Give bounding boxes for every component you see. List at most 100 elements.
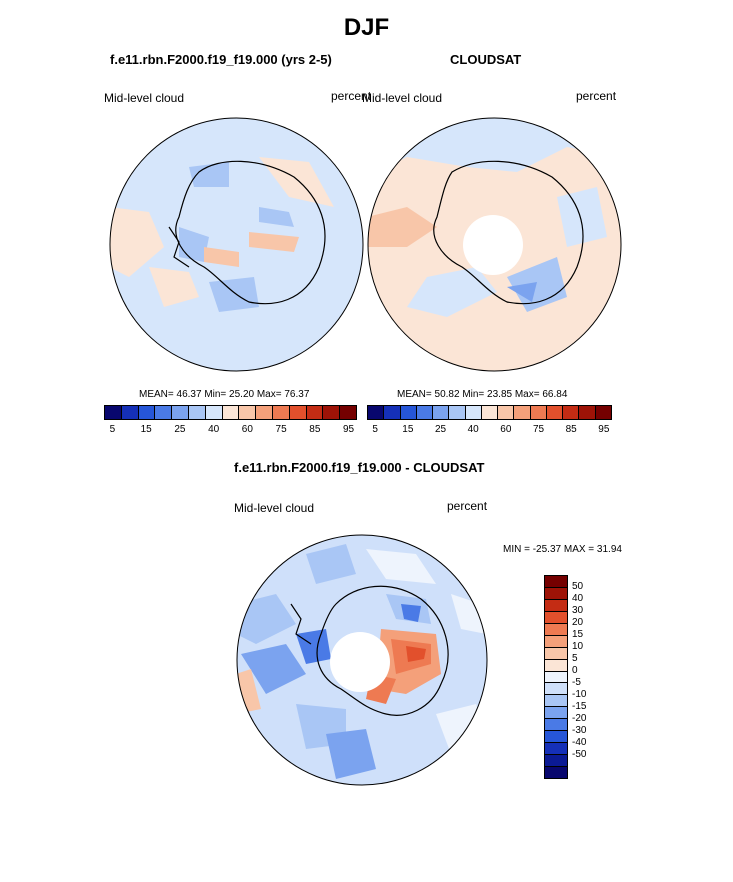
- colorbar-swatch: [105, 406, 122, 419]
- colorbar-swatch: [384, 406, 401, 419]
- diff-colorbar-ticks: 50 40 30 20 15 10 5 0 -5 -10 -15 -20 -30 -40 -50: [572, 575, 612, 779]
- colorbar-tick-label: 60: [241, 424, 253, 435]
- colorbar-tick-label: 30: [572, 605, 584, 616]
- colorbar-tick-label: 10: [572, 641, 584, 652]
- colorbar-tick-label: 50: [572, 581, 584, 592]
- colorbar-tick-label: -50: [572, 749, 587, 760]
- colorbar-tick-label: 75: [532, 424, 545, 435]
- diff-stats: MIN = -25.37 MAX = 31.94: [503, 544, 622, 555]
- colorbar-tick-label: 75: [275, 424, 287, 435]
- colorbar-tick-label: -40: [572, 737, 587, 748]
- colorbar-tick-label: 40: [467, 424, 479, 435]
- colorbar-swatch: [545, 587, 567, 600]
- panel1-polar-map: [109, 117, 364, 372]
- colorbar-swatch: [481, 406, 499, 419]
- colorbar-tick-label: 40: [572, 593, 584, 604]
- colorbar-swatch: [545, 743, 567, 756]
- colorbar-tick-label: 60: [500, 424, 512, 435]
- colorbar-tick-label: -5: [572, 677, 581, 688]
- colorbar-swatch: [545, 695, 567, 708]
- colorbar-tick-label: -15: [572, 701, 587, 712]
- colorbar-tick-label: 15: [572, 629, 584, 640]
- colorbar-tick-label: -30: [572, 725, 587, 736]
- colorbar-swatch: [239, 406, 257, 419]
- colorbar-swatch: [188, 406, 206, 419]
- page-title: DJF: [343, 14, 390, 41]
- diff-polar-map: [236, 534, 488, 786]
- colorbar-swatch: [449, 406, 466, 419]
- colorbar-tick-label: 95: [598, 424, 610, 435]
- panel2-variable-label: Mid-level cloud: [362, 91, 443, 105]
- colorbar-swatch: [272, 406, 290, 419]
- colorbar-swatch: [323, 406, 341, 419]
- panel1-stats: MEAN= 46.37 Min= 25.20 Max= 76.37: [139, 389, 310, 400]
- colorbar-tick-label: 85: [565, 424, 577, 435]
- colorbar-swatch: [416, 406, 434, 419]
- colorbar-tick-label: 5: [109, 424, 116, 435]
- colorbar-swatch: [530, 406, 547, 419]
- colorbar-tick-label: 25: [174, 424, 186, 435]
- colorbar-tick-label: 0: [572, 665, 578, 676]
- colorbar-tick-label: 85: [309, 424, 321, 435]
- colorbar-tick-label: 5: [572, 653, 578, 664]
- colorbar-tick-label: -20: [572, 713, 587, 724]
- colorbar-swatch: [433, 406, 450, 419]
- diff-case-title: f.e11.rbn.F2000.f19_f19.000 - CLOUDSAT: [234, 460, 485, 475]
- colorbar-swatch: [595, 406, 611, 419]
- colorbar-tick-label: 15: [402, 424, 414, 435]
- colorbar-swatch: [545, 576, 567, 588]
- panel2-colorbar-ticks: 5 15 25 40 60 75 85 95: [367, 424, 612, 438]
- panel1-variable-label: Mid-level cloud: [104, 91, 185, 105]
- colorbar-tick-label: 95: [343, 424, 355, 435]
- panel2-units-label: percent: [576, 89, 617, 103]
- colorbar-swatch: [400, 406, 417, 419]
- colorbar-swatch: [545, 647, 567, 660]
- colorbar-swatch: [498, 406, 515, 419]
- colorbar-swatch: [306, 406, 324, 419]
- colorbar-swatch: [205, 406, 223, 419]
- colorbar-tick-label: 15: [140, 424, 152, 435]
- panel1-colorbar: [104, 405, 357, 420]
- colorbar-swatch: [545, 707, 567, 720]
- colorbar-swatch: [289, 406, 307, 419]
- colorbar-tick-label: 5: [372, 424, 378, 435]
- colorbar-swatch: [563, 406, 580, 419]
- colorbar-swatch: [546, 406, 564, 419]
- colorbar-swatch: [545, 719, 567, 732]
- colorbar-swatch: [545, 599, 567, 612]
- colorbar-swatch: [155, 406, 173, 419]
- colorbar-swatch: [545, 683, 567, 696]
- panel1-units-label: percent: [331, 89, 372, 103]
- colorbar-swatch: [545, 767, 567, 778]
- colorbar-swatch: [340, 406, 356, 419]
- colorbar-swatch: [579, 406, 596, 419]
- colorbar-swatch: [256, 406, 273, 419]
- diff-colorbar: [544, 575, 568, 779]
- colorbar-swatch: [545, 731, 567, 744]
- colorbar-swatch: [172, 406, 189, 419]
- colorbar-tick-label: 40: [208, 424, 220, 435]
- colorbar-swatch: [545, 611, 567, 624]
- colorbar-swatch: [545, 671, 567, 684]
- colorbar-swatch: [465, 406, 482, 419]
- colorbar-tick-label: 25: [434, 424, 447, 435]
- colorbar-swatch: [368, 406, 385, 419]
- panel1-colorbar-ticks: 5 15 25 40 60 75 85 95: [104, 424, 357, 438]
- diff-variable-label: Mid-level cloud: [234, 501, 315, 515]
- panel1-case-title: f.e11.rbn.F2000.f19_f19.000 (yrs 2-5): [110, 52, 332, 67]
- colorbar-swatch: [121, 406, 139, 419]
- colorbar-swatch: [514, 406, 531, 419]
- panel2-colorbar: [367, 405, 612, 420]
- colorbar-swatch: [545, 659, 567, 672]
- colorbar-swatch: [545, 623, 567, 636]
- colorbar-swatch: [545, 755, 567, 767]
- colorbar-swatch: [545, 635, 567, 648]
- colorbar-tick-label: -10: [572, 689, 587, 700]
- diff-units-label: percent: [447, 499, 488, 513]
- colorbar-tick-label: 20: [572, 617, 584, 628]
- colorbar-swatch: [138, 406, 156, 419]
- panel2-stats: MEAN= 50.82 Min= 23.85 Max= 66.84: [397, 389, 568, 400]
- colorbar-swatch: [222, 406, 240, 419]
- panel2-case-title: CLOUDSAT: [450, 52, 522, 67]
- panel2-polar-map: [367, 117, 622, 372]
